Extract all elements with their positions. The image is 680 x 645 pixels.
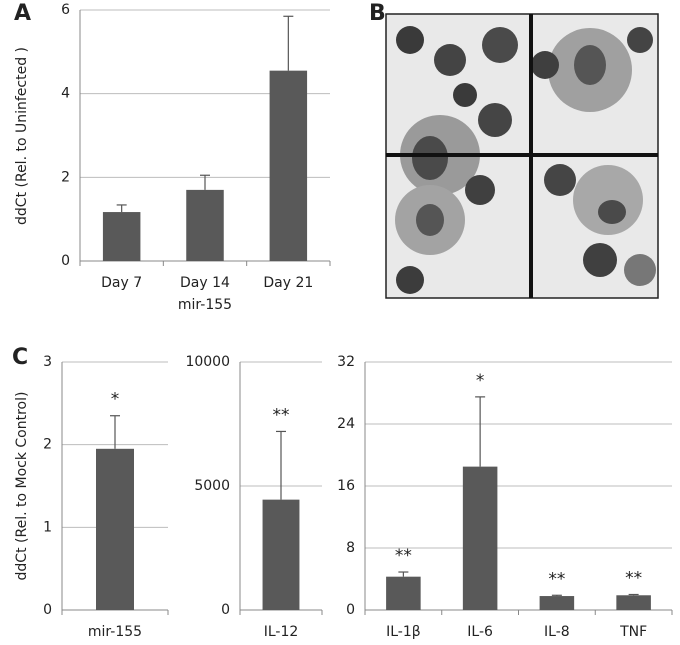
y-tick-label: 8 <box>346 540 355 556</box>
annotation: ** <box>625 569 642 589</box>
x-tick-label: Day 21 <box>263 275 313 291</box>
y-tick-label: 24 <box>337 416 355 432</box>
micrograph <box>385 13 659 299</box>
annotation: ** <box>395 546 412 566</box>
x-axis-label: mir-155 <box>178 297 232 313</box>
bar <box>96 448 134 610</box>
bar <box>186 189 224 261</box>
bar <box>269 70 308 262</box>
y-tick-label: 3 <box>43 354 52 370</box>
y-tick-label: 32 <box>337 354 355 370</box>
y-axis-label: ddCt (Rel. to Mock Control) <box>14 392 30 581</box>
annotation: ** <box>273 405 290 425</box>
x-tick-label: IL-6 <box>467 624 493 640</box>
x-tick-label: Day 7 <box>101 275 142 291</box>
y-tick-label: 0 <box>43 602 52 618</box>
y-axis-label: ddCt (Rel. to Uninfected ) <box>14 47 30 225</box>
x-tick-label: Day 14 <box>180 275 230 291</box>
y-tick-label: 2 <box>43 437 52 453</box>
y-tick-label: 16 <box>337 478 355 494</box>
panel-label: C <box>12 345 28 370</box>
y-tick-label: 1 <box>43 519 52 535</box>
x-tick-label: TNF <box>619 624 647 640</box>
bar <box>102 212 141 261</box>
panel-label: B <box>369 1 386 26</box>
y-tick-label: 4 <box>61 86 70 102</box>
x-tick-label: IL-8 <box>544 624 570 640</box>
bar <box>539 596 575 610</box>
bar <box>462 466 498 610</box>
bar <box>386 576 421 610</box>
bar <box>262 499 300 610</box>
x-tick-label: IL-1β <box>386 624 421 640</box>
y-tick-label: 0 <box>61 253 70 269</box>
y-tick-label: 0 <box>221 602 230 618</box>
x-tick-label: mir-155 <box>88 624 142 640</box>
annotation: * <box>476 371 485 391</box>
bar <box>616 595 651 610</box>
panel-label: A <box>14 1 31 26</box>
annotation: ** <box>548 569 565 589</box>
annotation: * <box>111 390 120 410</box>
y-tick-label: 10000 <box>185 354 230 370</box>
y-tick-label: 5000 <box>194 478 230 494</box>
y-tick-label: 2 <box>61 169 70 185</box>
y-tick-label: 0 <box>346 602 355 618</box>
y-tick-label: 6 <box>61 2 70 18</box>
x-tick-label: IL-12 <box>264 624 299 640</box>
